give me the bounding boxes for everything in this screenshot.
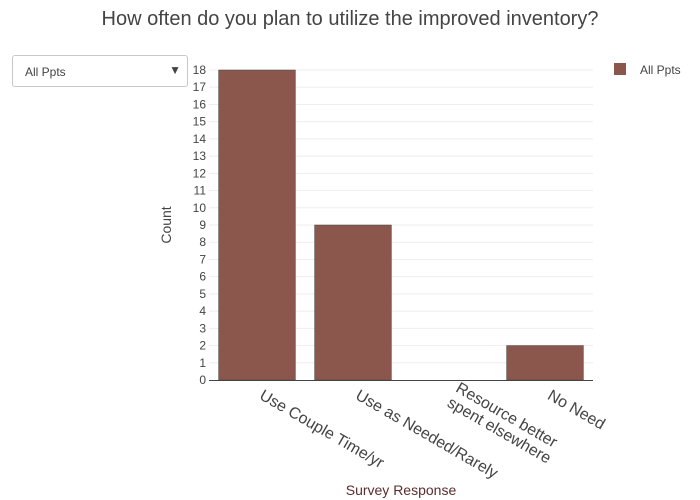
y-tick-label: 6: [199, 270, 206, 284]
chart-title: How often do you plan to utilize the imp…: [101, 8, 599, 30]
legend: All Ppts: [614, 63, 681, 77]
y-tick-label: 9: [199, 218, 206, 232]
y-tick-label: 11: [194, 184, 207, 198]
y-tick-label: 0: [199, 373, 206, 387]
x-tick-label: No Need: [545, 387, 608, 433]
y-tick-label: 3: [199, 321, 206, 335]
y-tick-label: 15: [193, 115, 207, 129]
triangle-down-icon: ▼: [169, 63, 181, 77]
bar[interactable]: [218, 69, 296, 381]
y-tick-label: 2: [199, 339, 206, 353]
y-axis-label: Count: [158, 206, 174, 243]
legend-item[interactable]: All Ppts: [614, 63, 681, 77]
y-tick-label: 13: [193, 149, 207, 163]
y-tick-label: 12: [193, 166, 207, 180]
legend-swatch: [614, 63, 626, 75]
legend-label: All Ppts: [640, 63, 681, 77]
dropdown-selected-value: All Ppts: [25, 65, 66, 79]
y-tick-label: 14: [193, 132, 207, 146]
y-tick-label: 16: [193, 97, 207, 111]
y-tick-label: 1: [199, 356, 206, 370]
y-tick-label: 8: [199, 235, 206, 249]
bar[interactable]: [314, 224, 392, 381]
x-axis-label: Survey Response: [346, 482, 457, 498]
y-tick-label: 5: [199, 287, 206, 301]
bars: [218, 69, 584, 381]
bar[interactable]: [506, 345, 584, 381]
y-tick-label: 18: [193, 63, 207, 77]
x-tick-label-line: No Need: [545, 387, 608, 433]
y-tick-label: 17: [193, 80, 207, 94]
y-tick-label: 7: [199, 252, 206, 266]
y-tick-label: 4: [199, 304, 206, 318]
participant-filter-dropdown[interactable]: All Ppts ▼: [12, 55, 188, 87]
y-tick-label: 10: [193, 201, 207, 215]
